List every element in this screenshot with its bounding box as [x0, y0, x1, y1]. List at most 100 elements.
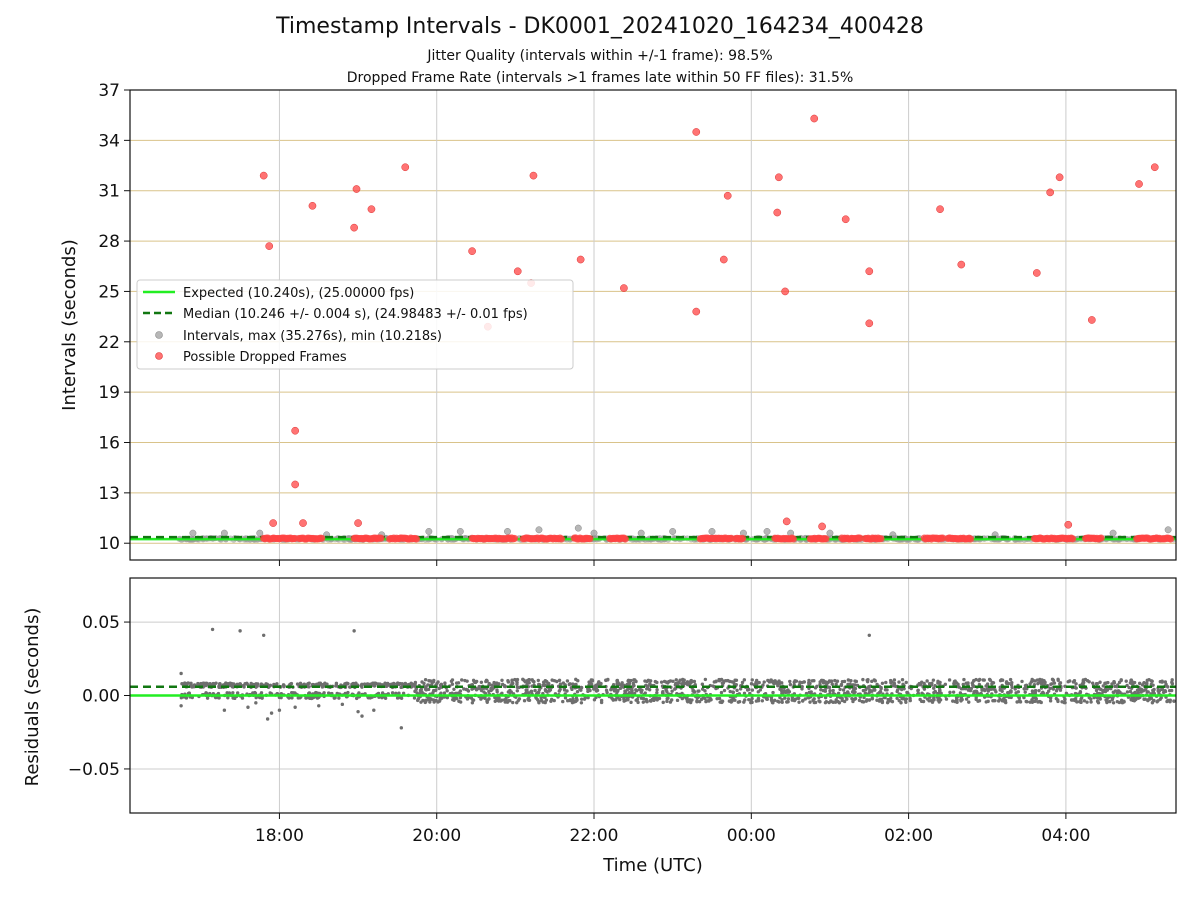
residual-point — [1051, 687, 1056, 691]
dropped-point — [354, 519, 362, 527]
legend-dropped-swatch — [155, 352, 163, 360]
residual-point — [697, 689, 701, 693]
residual-point — [1033, 699, 1037, 704]
residual-point — [1004, 680, 1009, 685]
residual-point — [595, 688, 600, 693]
residual-point — [1004, 700, 1008, 705]
legend: Expected (10.240s), (25.00000 fps) Media… — [136, 279, 574, 370]
residual-point — [925, 679, 929, 683]
residual-point — [670, 689, 674, 693]
residual-point — [1073, 698, 1078, 703]
residual-point — [841, 688, 846, 692]
top-ytick-label-0: 10 — [98, 534, 120, 554]
residual-point — [1104, 681, 1108, 685]
residual-point — [922, 681, 926, 686]
residual-point — [785, 700, 789, 704]
residual-point — [1020, 679, 1024, 684]
residual-point — [445, 689, 449, 693]
interval-outlier-point — [456, 528, 464, 535]
residual-point — [890, 680, 894, 684]
residual-point — [558, 687, 562, 692]
interval-outlier-point — [763, 528, 771, 535]
residual-point — [634, 679, 638, 684]
residual-point — [749, 682, 754, 686]
dropped-point — [810, 114, 819, 123]
residual-point — [233, 696, 237, 701]
residual-point — [579, 701, 584, 705]
residual-point — [470, 701, 475, 705]
residual-point — [1147, 678, 1151, 682]
residual-point — [579, 697, 584, 701]
top-axes: 10 13 16 19 22 25 28 31 34 37 — [98, 81, 1177, 566]
residual-point — [792, 680, 796, 684]
residual-point — [780, 700, 784, 704]
residual-point — [409, 681, 413, 685]
residual-point — [644, 683, 648, 687]
residual-point — [1024, 686, 1028, 690]
dropped-cluster-point — [557, 535, 566, 543]
residual-point — [854, 679, 859, 684]
residual-point — [454, 681, 459, 685]
residual-point — [648, 679, 653, 683]
residual-point — [895, 696, 899, 700]
residual-point — [785, 689, 789, 693]
residual-point — [1028, 682, 1032, 686]
residual-point — [1082, 699, 1087, 703]
residual-point — [870, 679, 874, 684]
residual-point — [508, 699, 512, 703]
residual-point — [549, 697, 554, 702]
residual-point — [1117, 700, 1122, 705]
residual-point — [451, 697, 455, 702]
residual-point — [989, 687, 994, 691]
interval-outlier-point — [826, 529, 834, 537]
residual-point — [485, 699, 489, 703]
residual-point — [740, 680, 745, 685]
residual-point — [944, 697, 949, 701]
dropped-point — [291, 426, 300, 435]
residual-point — [1073, 685, 1077, 689]
residual-point — [450, 682, 455, 686]
residual-point — [1069, 698, 1074, 702]
residual-point — [1103, 689, 1108, 694]
residual-point — [555, 679, 559, 684]
residual-point — [1149, 682, 1154, 687]
residual-point — [469, 695, 473, 700]
residual-point — [671, 679, 675, 684]
residual-point — [372, 681, 376, 686]
residual-point — [1158, 680, 1163, 684]
residual-outlier-point — [317, 704, 321, 708]
dropped-cluster-point — [1097, 534, 1105, 542]
residual-point — [674, 678, 678, 682]
residual-point — [800, 687, 804, 691]
residual-point — [432, 678, 436, 683]
residual-point — [530, 684, 534, 688]
residual-point — [843, 691, 847, 696]
top-ytick-label-2: 16 — [98, 434, 120, 454]
residual-point — [819, 688, 823, 692]
residual-point — [532, 680, 536, 684]
residual-point — [437, 686, 441, 691]
residual-point — [574, 682, 578, 687]
residual-point — [809, 690, 813, 694]
residual-outlier-point — [238, 629, 242, 633]
dropped-point — [352, 185, 361, 193]
legend-intervals-swatch — [155, 331, 163, 339]
dropped-point — [723, 191, 732, 200]
dropped-cluster-point — [510, 534, 519, 543]
interval-outlier-point — [1109, 529, 1117, 537]
residual-point — [514, 679, 519, 683]
residual-point — [749, 700, 753, 705]
residual-point — [1172, 699, 1176, 703]
interval-outlier-point — [708, 528, 716, 535]
residual-point — [561, 699, 565, 704]
residual-point — [211, 682, 216, 686]
residual-point — [1068, 679, 1072, 683]
residual-point — [1164, 682, 1168, 687]
residual-point — [808, 700, 812, 704]
residual-point — [806, 695, 810, 700]
bottom-y-axis-label: Residuals (seconds) — [22, 608, 43, 787]
residual-point — [786, 697, 791, 701]
residual-point — [472, 679, 476, 684]
residual-point — [1163, 688, 1167, 693]
residual-point — [966, 681, 970, 685]
